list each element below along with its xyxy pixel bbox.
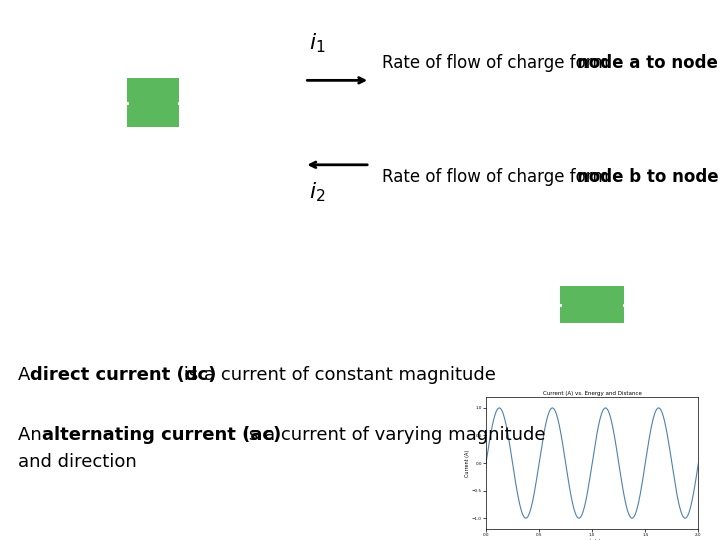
Y-axis label: Current (A): Current (A) [465, 449, 470, 477]
Text: is a current of constant magnitude: is a current of constant magnitude [178, 366, 496, 384]
Text: a: a [486, 295, 499, 314]
Text: $i_1$: $i_1$ [112, 44, 125, 64]
Text: b: b [685, 295, 699, 314]
Text: and direction: and direction [18, 453, 137, 471]
Text: $i_2$: $i_2$ [308, 180, 325, 204]
Title: Current (A) vs. Energy and Distance: Current (A) vs. Energy and Distance [543, 391, 642, 396]
Text: is a current of varying magnitude: is a current of varying magnitude [238, 426, 546, 444]
Text: b: b [244, 91, 261, 114]
Text: $i_2$: $i_2$ [168, 141, 181, 161]
Bar [127, 78, 179, 127]
Text: An: An [18, 426, 48, 444]
Text: $i_1$: $i_1$ [308, 31, 325, 55]
Text: alternating current (ac): alternating current (ac) [42, 426, 282, 444]
Text: Rate of flow of charge form: Rate of flow of charge form [382, 168, 614, 186]
X-axis label: m/s (s): m/s (s) [584, 539, 600, 540]
Text: Rate of flow of charge form: Rate of flow of charge form [382, 54, 614, 72]
Text: A: A [18, 366, 36, 384]
Text: $I$: $I$ [589, 349, 595, 367]
Text: a: a [52, 91, 69, 114]
Text: node b to node a: node b to node a [577, 168, 720, 186]
Bar [560, 286, 624, 323]
Text: node a to node b: node a to node b [577, 54, 720, 72]
Text: $i_1 = -i_2$: $i_1 = -i_2$ [119, 186, 197, 208]
Text: direct current (dc): direct current (dc) [30, 366, 217, 384]
